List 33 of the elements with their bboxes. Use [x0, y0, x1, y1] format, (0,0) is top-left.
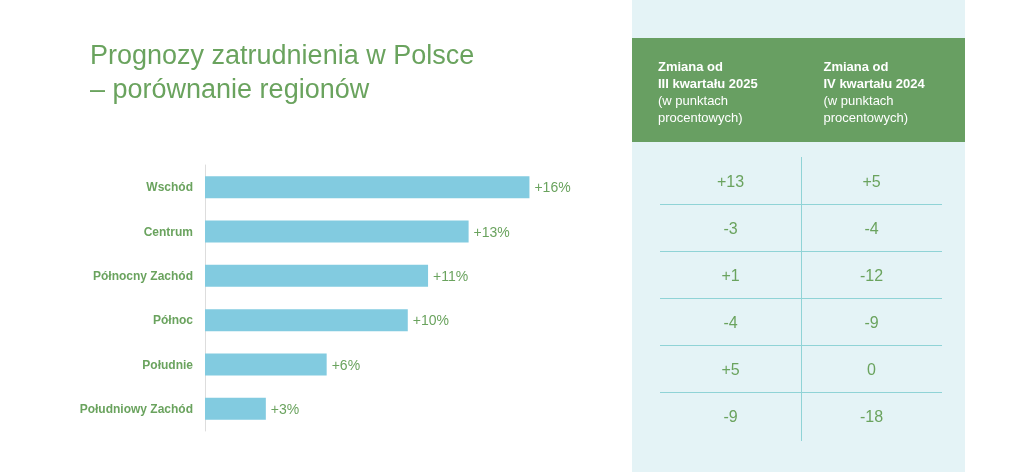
y-tick-label: Wschód [146, 180, 193, 195]
y-tick-label: Południowy Zachód [79, 401, 193, 416]
data-label: +13% [473, 223, 510, 240]
bar [205, 264, 429, 287]
text: -12 [858, 266, 885, 286]
text: -4 [863, 219, 880, 239]
bar [205, 397, 266, 420]
data-label: +11% [433, 267, 469, 284]
text: -4 [722, 313, 739, 333]
y-tick-label: Południe [142, 357, 194, 372]
bar [205, 220, 469, 243]
category-label: Zmiana od IV kwartału 2024 (w punktach procentowych) [823, 58, 926, 126]
data-label: +6% [331, 356, 361, 373]
text: -9 [863, 313, 880, 333]
y-tick-label: Północny Zachód [92, 268, 193, 283]
text: 0 [866, 360, 877, 380]
text: -18 [858, 407, 885, 427]
y-tick-label: Północ [152, 313, 194, 328]
data-label: +16% [534, 179, 571, 196]
bar [205, 353, 327, 376]
bar [205, 176, 530, 199]
chart-title: Prognozy zatrudnienia w Polsce – porównanie regionów [90, 39, 475, 106]
text: +5 [861, 172, 882, 192]
text: +1 [720, 266, 741, 286]
text: -3 [722, 219, 739, 239]
data-label: +3% [270, 400, 300, 417]
text: -9 [722, 407, 739, 427]
category-label: Zmiana od III kwartału 2025 (w punktach procentowych) [658, 58, 759, 126]
data-label: +10% [412, 312, 449, 329]
text: +13 [715, 172, 746, 192]
text: +5 [720, 360, 741, 380]
bar [205, 309, 408, 332]
y-tick-label: Centrum [143, 224, 193, 239]
